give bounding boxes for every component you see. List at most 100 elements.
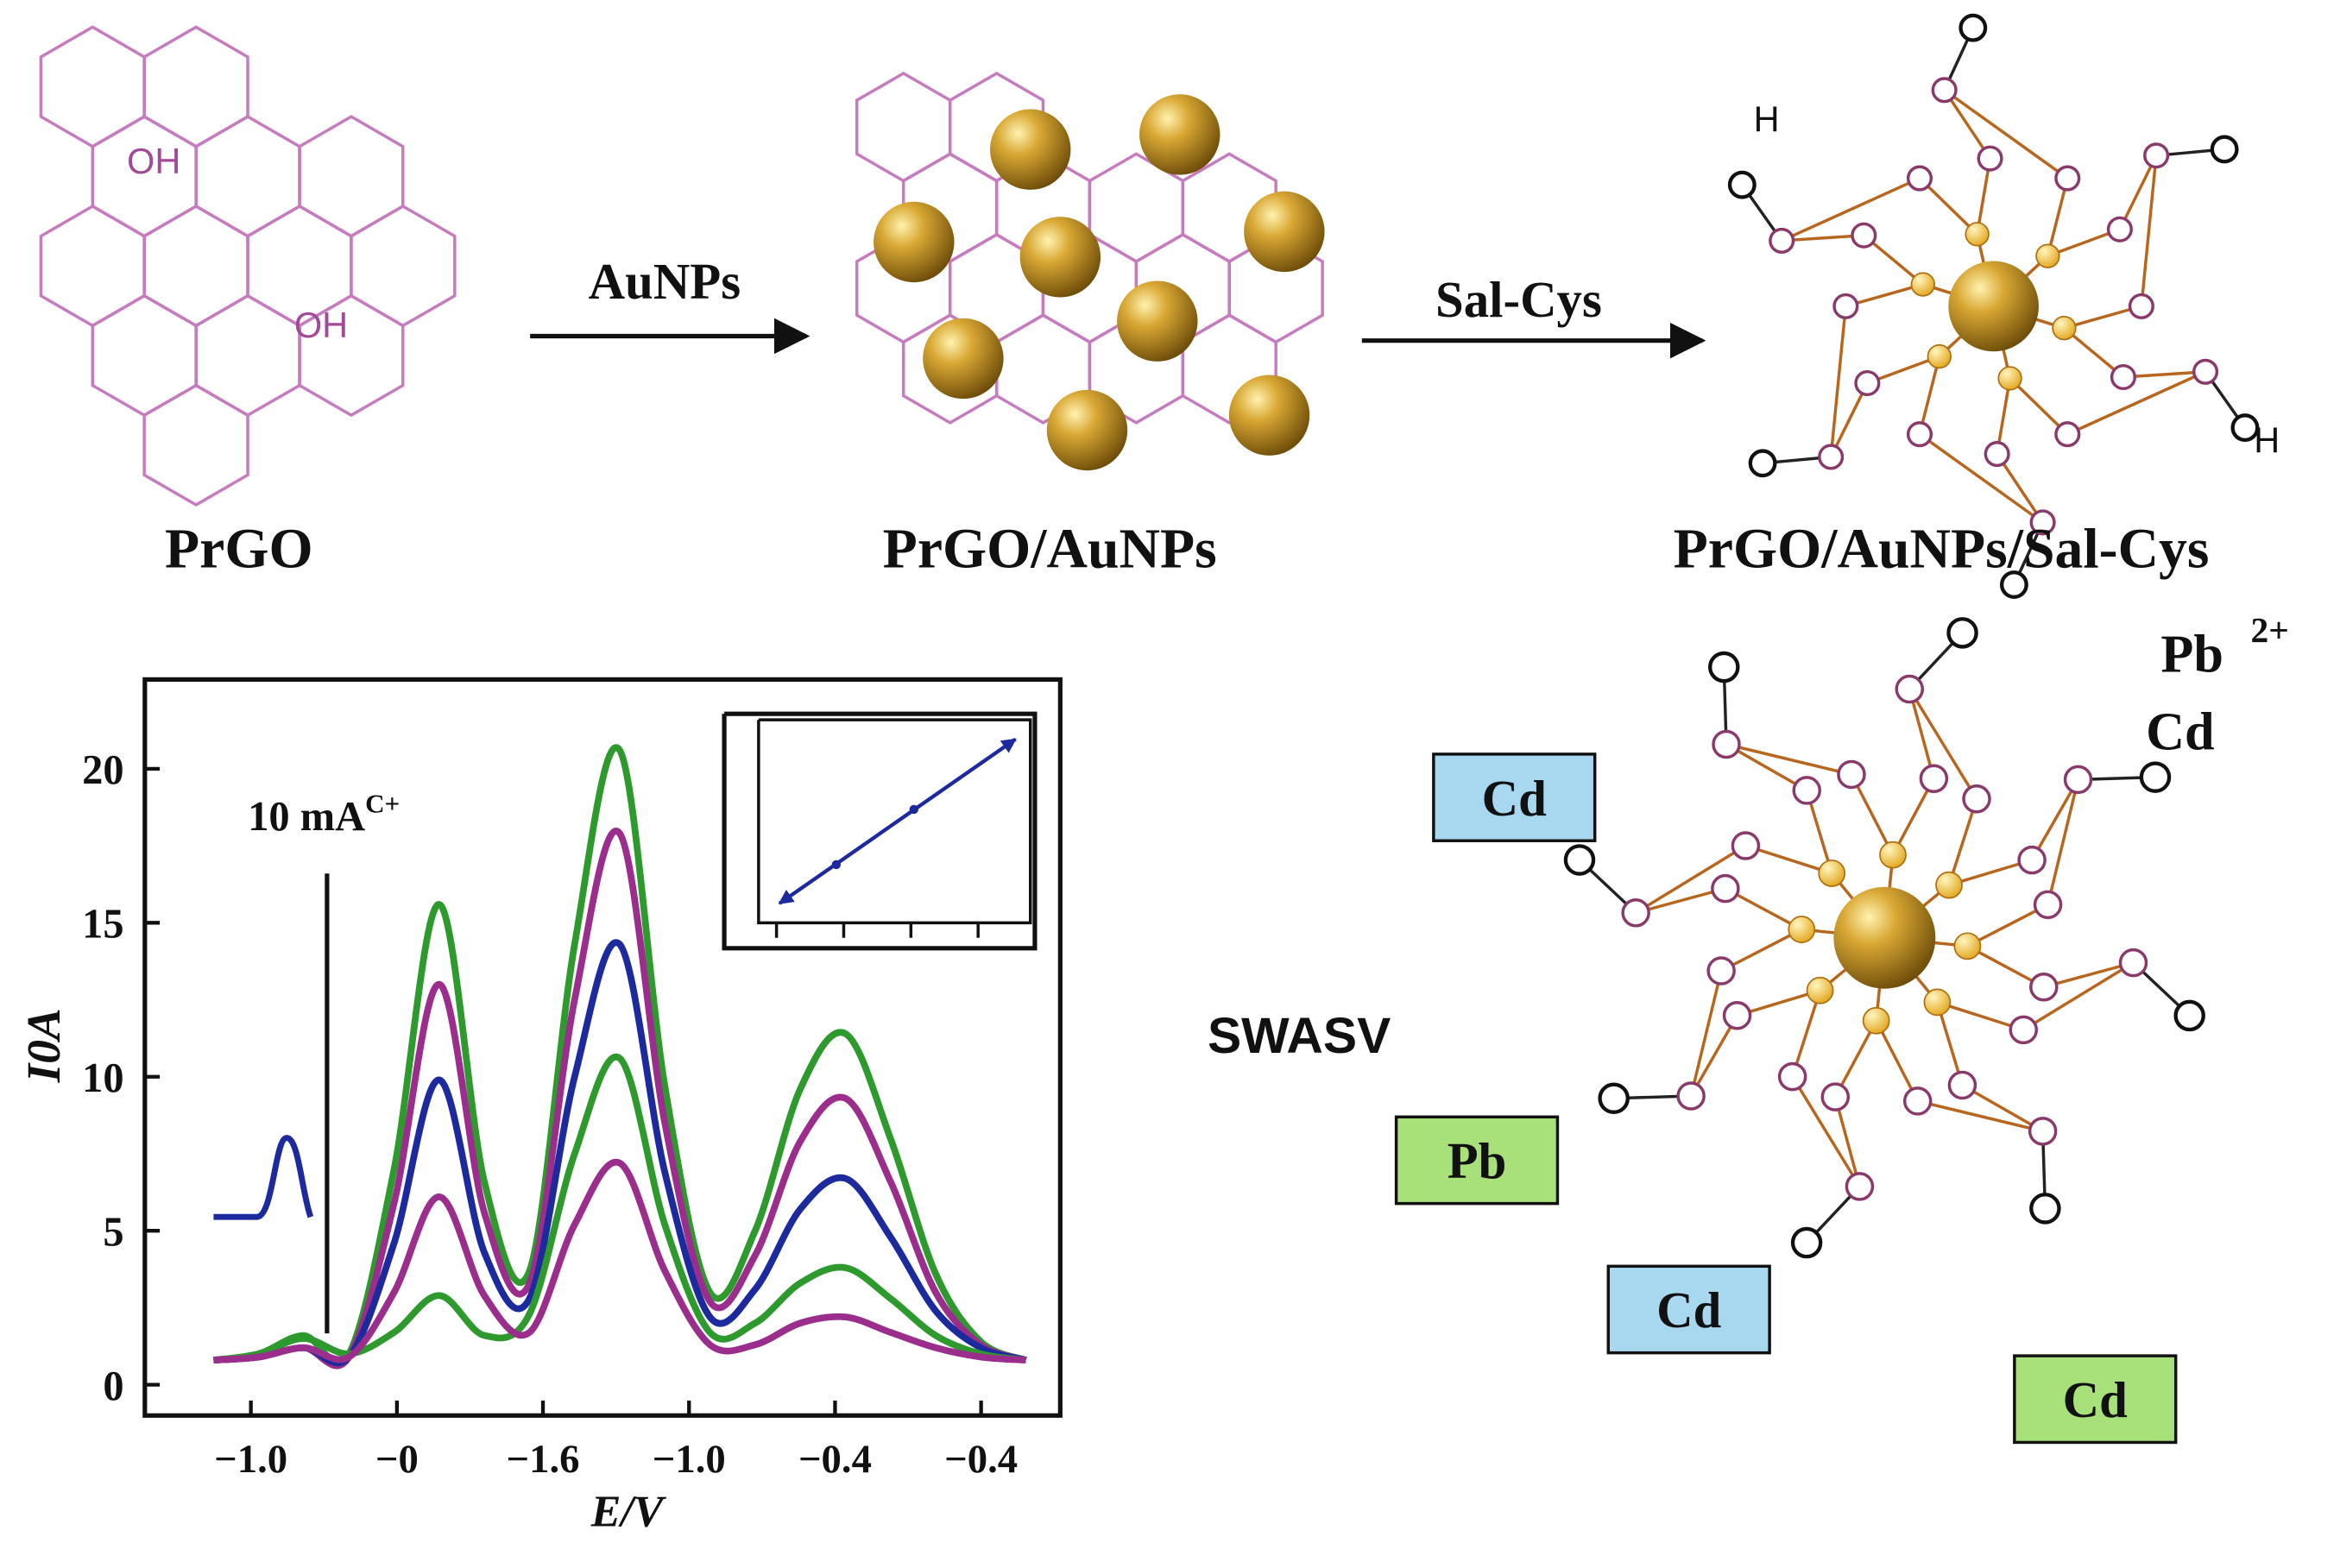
atom	[1563, 844, 1596, 876]
x-tick-label: −1.6	[507, 1437, 580, 1482]
series-line	[213, 1158, 1026, 1364]
atom	[2017, 845, 2047, 875]
scale-sup: C+	[365, 788, 400, 818]
bond	[1720, 928, 1803, 973]
bond	[2009, 377, 2069, 436]
label: OH	[294, 305, 348, 345]
label: 2+	[2250, 610, 2288, 650]
label: PrGO	[165, 518, 313, 581]
gold-nanoparticle	[1019, 217, 1101, 298]
inset-ticks	[774, 923, 980, 938]
bond	[1943, 88, 2069, 179]
bond	[1782, 234, 1864, 242]
atom	[2029, 973, 2059, 1002]
bond	[1635, 886, 1726, 915]
gold-nanoparticle	[1046, 389, 1128, 471]
atom	[1977, 145, 2003, 172]
inset-point	[909, 804, 918, 815]
bond	[2046, 778, 2080, 905]
atom	[2139, 761, 2172, 793]
atom	[1906, 421, 1933, 448]
atom	[2054, 165, 2081, 192]
atom	[1953, 932, 1982, 960]
tag: Cd	[2013, 1354, 2178, 1445]
atom	[2063, 765, 2093, 795]
atom	[1935, 871, 1963, 899]
tag-box	[1606, 1264, 1771, 1355]
atom	[2143, 142, 2170, 169]
atom	[1923, 988, 1952, 1017]
inset-axes	[757, 718, 1032, 925]
inset-curve	[213, 1135, 314, 1220]
y-tick-label: 20	[82, 747, 123, 793]
atom	[1790, 1226, 1823, 1259]
bond	[1725, 742, 1852, 777]
atom	[1997, 366, 2022, 391]
atom	[1792, 776, 1821, 805]
x-tick-label: −0	[375, 1437, 419, 1482]
atom	[1837, 759, 1866, 790]
atom	[2173, 999, 2205, 1032]
atom	[1832, 293, 1859, 319]
bond	[2122, 370, 2206, 379]
atom	[1910, 272, 1936, 297]
tag-label: Cd	[1656, 1282, 1721, 1338]
atom	[2029, 1193, 2061, 1225]
bond	[1850, 773, 1895, 856]
x-tick-label: −1.0	[653, 1437, 726, 1482]
bond	[1635, 844, 1747, 915]
bond	[1917, 1099, 2044, 1133]
hexagon	[91, 293, 198, 418]
tag-box	[1394, 1115, 1560, 1206]
hexagon	[142, 383, 249, 507]
bond	[1829, 382, 1869, 458]
atom	[1946, 617, 1978, 649]
hexagon	[350, 204, 457, 328]
hexagon	[39, 204, 146, 328]
molecules	[1563, 13, 2260, 1259]
y-tick-label: 5	[103, 1209, 123, 1255]
atom	[2033, 890, 2063, 920]
molecule	[1727, 13, 2260, 599]
bond	[1725, 742, 1808, 792]
tag: Cd	[1606, 1264, 1771, 1355]
atom	[1984, 441, 2010, 468]
bond	[1781, 176, 1921, 242]
atom	[2028, 1117, 2058, 1146]
atom	[1621, 898, 1650, 928]
inset-frame	[722, 711, 1038, 951]
atom	[1706, 956, 1736, 986]
gold-nanoparticle	[990, 109, 1071, 190]
bond	[1908, 689, 1936, 779]
tag-box	[1432, 753, 1597, 842]
bond	[1961, 1083, 2044, 1133]
atom	[1777, 1061, 1807, 1092]
atom	[1769, 227, 1795, 255]
bond	[2043, 960, 2134, 989]
label: PrGO/AuNPs	[883, 518, 1217, 581]
atom	[1820, 1082, 1851, 1111]
atom	[1927, 343, 1952, 369]
label: Sal-Cys	[1435, 272, 1602, 328]
atom	[1902, 1086, 1933, 1116]
scale-bar-label: 10 mAC+	[248, 788, 400, 840]
atom	[1919, 764, 1949, 793]
atom	[1731, 831, 1761, 860]
bond	[1791, 1075, 1861, 1187]
gold-nanoparticle	[1244, 191, 1325, 273]
gold-nanoparticle	[923, 318, 1004, 400]
atom	[1895, 674, 1924, 704]
atom	[2192, 358, 2219, 385]
inset-point	[831, 860, 842, 870]
atom	[2054, 421, 2081, 448]
series-line	[212, 1053, 1027, 1363]
bond	[1947, 798, 1978, 886]
bond	[1689, 1014, 1739, 1097]
scale-text: 10 mA	[248, 794, 365, 840]
atom	[2118, 948, 2148, 978]
plot-frame	[142, 677, 1063, 1418]
y-tick-label: 0	[103, 1363, 123, 1409]
scheme	[39, 25, 1325, 507]
atom	[2052, 316, 2077, 341]
